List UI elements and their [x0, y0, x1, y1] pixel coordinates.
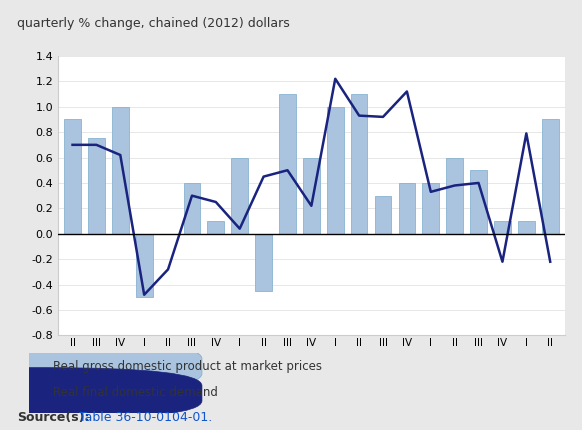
Bar — [112, 107, 129, 234]
Bar — [279, 94, 296, 234]
Bar — [183, 183, 200, 234]
FancyBboxPatch shape — [0, 341, 202, 392]
Bar — [494, 221, 511, 234]
Bar — [327, 107, 343, 234]
Bar — [542, 120, 559, 234]
Bar — [446, 157, 463, 234]
Bar — [399, 183, 416, 234]
Bar — [207, 221, 224, 234]
Bar — [232, 157, 248, 234]
Text: Real final domestic demand: Real final domestic demand — [53, 387, 218, 399]
Bar — [303, 157, 320, 234]
Text: Table 36-10-0104-01.: Table 36-10-0104-01. — [79, 411, 212, 424]
Bar — [518, 221, 535, 234]
Text: quarterly % change, chained (2012) dollars: quarterly % change, chained (2012) dolla… — [17, 17, 290, 30]
Bar — [88, 138, 105, 234]
Bar — [423, 183, 439, 234]
Bar — [136, 234, 152, 297]
Text: Real gross domestic product at market prices: Real gross domestic product at market pr… — [53, 360, 322, 373]
Bar — [351, 94, 367, 234]
Bar — [375, 196, 391, 234]
FancyBboxPatch shape — [0, 368, 202, 419]
Bar — [255, 234, 272, 291]
Text: Source(s):: Source(s): — [17, 411, 90, 424]
Bar — [470, 170, 487, 234]
Bar — [64, 120, 81, 234]
